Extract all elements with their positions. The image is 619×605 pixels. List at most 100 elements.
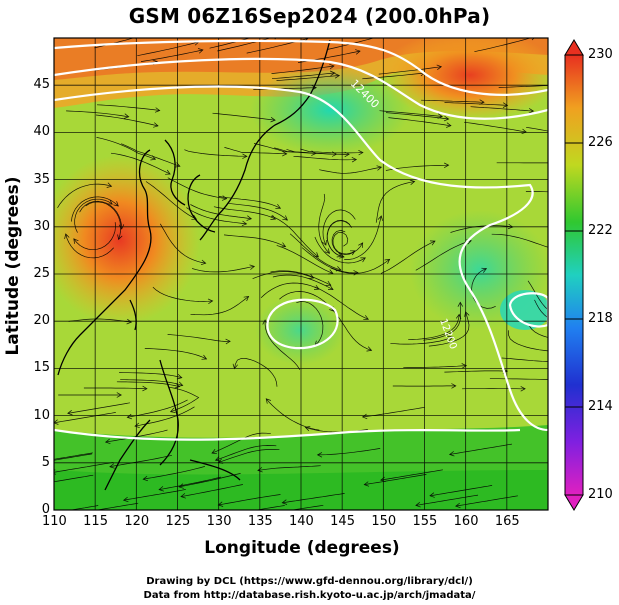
streamline bbox=[314, 236, 366, 264]
streamline bbox=[449, 443, 512, 455]
x-tick-label: 110 bbox=[42, 514, 67, 529]
streamline bbox=[489, 378, 548, 380]
y-tick-label: 5 bbox=[41, 454, 50, 470]
streamline-arrow bbox=[266, 31, 271, 36]
streamline bbox=[525, 191, 548, 193]
streamline-arrow bbox=[176, 374, 183, 380]
streamline bbox=[135, 38, 139, 39]
streamline bbox=[498, 85, 548, 88]
streamline bbox=[54, 461, 114, 473]
streamline-arrow bbox=[583, 339, 588, 344]
x-tick-label: 140 bbox=[289, 514, 314, 529]
streamline-arrow bbox=[358, 242, 364, 248]
streamline-arrow bbox=[502, 102, 509, 108]
streamline-arrow bbox=[31, 483, 36, 488]
streamline-arrow bbox=[118, 224, 125, 230]
streamline-arrow bbox=[429, 240, 436, 246]
streamline bbox=[252, 271, 314, 280]
streamline bbox=[184, 149, 247, 157]
streamline-arrow bbox=[54, 419, 59, 425]
streamline bbox=[143, 466, 205, 480]
streamline bbox=[501, 357, 548, 362]
streamline-arrow bbox=[308, 273, 315, 279]
streamline bbox=[54, 474, 94, 483]
streamline bbox=[378, 66, 442, 75]
streamline bbox=[54, 452, 93, 460]
streamline bbox=[257, 465, 321, 471]
streamline-arrow bbox=[201, 354, 208, 360]
streamline bbox=[331, 229, 363, 255]
streamline bbox=[152, 286, 213, 302]
streamline-arrow bbox=[334, 73, 341, 79]
streamline bbox=[390, 336, 453, 345]
streamline bbox=[65, 233, 114, 259]
streamline bbox=[253, 143, 316, 154]
streamline bbox=[326, 220, 351, 258]
streamline-arrow bbox=[335, 266, 342, 272]
streamline bbox=[271, 65, 335, 74]
x-tick-label: 135 bbox=[247, 514, 273, 529]
streamline bbox=[380, 240, 436, 274]
streamline bbox=[212, 112, 276, 121]
streamline bbox=[318, 193, 330, 254]
streamline-arrow bbox=[366, 346, 373, 352]
streamline-arrow bbox=[409, 179, 416, 185]
streamline-arrow bbox=[415, 502, 421, 508]
streamline bbox=[385, 164, 449, 171]
streamline bbox=[218, 449, 280, 463]
streamline bbox=[179, 473, 241, 488]
streamline bbox=[362, 406, 425, 418]
streamline-arrow bbox=[437, 113, 443, 119]
streamline-arrow bbox=[585, 190, 589, 195]
streamline-arrow bbox=[327, 285, 334, 290]
streamline-arrow bbox=[122, 496, 129, 503]
colorbar-tick-label: 230 bbox=[588, 47, 613, 62]
streamline bbox=[332, 232, 356, 255]
streamline-arrow bbox=[358, 149, 364, 156]
y-tick-label: 45 bbox=[33, 77, 50, 93]
streamline-arrow bbox=[200, 259, 207, 266]
streamline bbox=[190, 204, 252, 220]
streamline bbox=[276, 75, 340, 81]
streamline bbox=[264, 320, 301, 370]
streamline-arrow bbox=[198, 48, 204, 54]
streamline-arrow bbox=[142, 475, 149, 482]
streamline-arrow bbox=[64, 233, 70, 239]
colorbar-tick-label: 218 bbox=[588, 311, 613, 326]
streamline bbox=[180, 484, 243, 497]
streamline bbox=[375, 181, 415, 223]
streamline bbox=[528, 325, 548, 338]
streamline-arrow bbox=[560, 360, 564, 365]
streamline-arrow bbox=[549, 377, 553, 382]
streamline-arrow bbox=[316, 452, 323, 458]
x-tick-label: 155 bbox=[412, 514, 438, 529]
streamline-arrow bbox=[241, 220, 248, 227]
streamline-arrow bbox=[455, 313, 462, 320]
streamline-arrow bbox=[106, 182, 113, 188]
streamline bbox=[137, 41, 199, 57]
streamline bbox=[330, 259, 390, 274]
streamline-arrow bbox=[344, 151, 350, 158]
streamline bbox=[527, 280, 548, 311]
streamline bbox=[276, 245, 334, 274]
streamline-arrow bbox=[363, 315, 369, 321]
x-tick-label: 150 bbox=[371, 514, 397, 529]
streamline-arrow bbox=[174, 162, 181, 168]
streamline bbox=[54, 453, 93, 461]
x-tick-label: 130 bbox=[206, 514, 232, 529]
x-tick-label: 125 bbox=[165, 514, 191, 529]
streamline-arrow bbox=[246, 215, 253, 221]
streamline bbox=[134, 406, 195, 427]
streamline bbox=[421, 99, 485, 103]
streamline bbox=[218, 494, 281, 506]
x-tick-label: 145 bbox=[330, 514, 355, 529]
y-tick-label: 40 bbox=[33, 124, 50, 140]
streamline bbox=[300, 148, 363, 154]
y-tick-label: 25 bbox=[33, 266, 50, 281]
streamline-arrow bbox=[178, 483, 184, 489]
streamline-arrow bbox=[169, 407, 176, 413]
streamline bbox=[95, 114, 159, 127]
streamline bbox=[85, 201, 121, 240]
streamline-arrow bbox=[113, 201, 119, 207]
map-title: GSM 06Z16Sep2024 (200.0hPa) bbox=[128, 4, 491, 28]
